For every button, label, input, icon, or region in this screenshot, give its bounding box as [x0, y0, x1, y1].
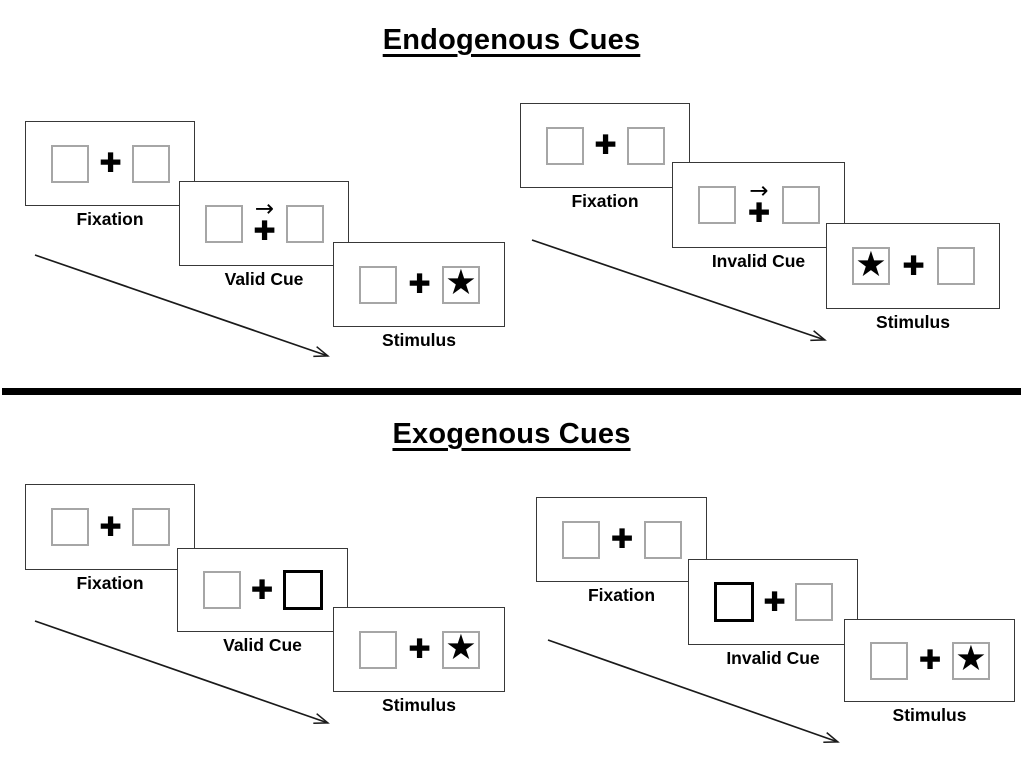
sequence-arrow-exogenous-invalid — [547, 639, 840, 744]
exogenous-valid-cue-panel: ✚ Valid Cue — [177, 548, 348, 655]
fixation-cross-icon: ✚ — [250, 574, 274, 606]
cue-arrow-icon: → — [749, 177, 769, 204]
star-icon: ★ — [855, 244, 887, 285]
left-box — [205, 204, 243, 243]
left-box-highlighted — [714, 582, 754, 622]
endogenous-invalid-stimulus-panel: ★ ✚ Stimulus — [826, 223, 1000, 332]
right-box — [286, 204, 324, 243]
fixation-cross-icon: ✚ — [763, 586, 786, 618]
left-box — [359, 630, 397, 669]
endogenous-invalid-fixation-panel: ✚ Fixation — [520, 103, 690, 211]
center-symbols: ✚ — [757, 589, 793, 616]
step-label: Fixation — [571, 191, 639, 211]
exogenous-invalid-fixation-panel: ✚ Fixation — [536, 497, 707, 605]
right-box — [132, 508, 170, 546]
endogenous-valid-stimulus-panel: ✚ ★ Stimulus — [333, 242, 505, 350]
sequence-arrow-exogenous-valid — [34, 620, 330, 725]
left-box — [359, 265, 397, 304]
right-box — [795, 583, 833, 621]
exogenous-invalid-stimulus-panel: ✚ ★ Stimulus — [844, 619, 1015, 725]
step-label: Fixation — [76, 209, 144, 229]
step-label: Fixation — [587, 585, 656, 605]
sequence-arrow-endogenous-valid — [34, 254, 330, 358]
fixation-cross-icon: ✚ — [408, 269, 431, 300]
fixation-cross-icon: ✚ — [918, 645, 942, 676]
right-box: ★ — [952, 639, 990, 680]
endogenous-valid-cue-panel: → ✚ Valid Cue — [179, 181, 349, 289]
fixation-cross-icon: ✚ — [99, 148, 122, 179]
section-title-exogenous: Exogenous Cues — [392, 418, 631, 450]
fixation-cross-icon: ✚ — [99, 511, 122, 543]
exogenous-valid-fixation-panel: ✚ Fixation — [25, 484, 195, 593]
step-label: Stimulus — [876, 312, 950, 332]
center-symbols: → ✚ — [741, 177, 777, 229]
exogenous-valid-stimulus-panel: ✚ ★ Stimulus — [333, 607, 505, 715]
left-box: ★ — [852, 247, 890, 285]
left-box — [51, 508, 89, 546]
center-symbols: ✚ — [588, 132, 624, 159]
fixation-cross-icon: ✚ — [594, 130, 617, 161]
left-box — [546, 126, 584, 165]
left-box — [698, 186, 736, 224]
step-label: Invalid Cue — [711, 251, 806, 271]
section-title-endogenous: Endogenous Cues — [382, 24, 641, 56]
endogenous-valid-fixation-panel: ✚ Fixation — [25, 121, 195, 229]
left-box — [562, 520, 600, 559]
right-box — [132, 144, 170, 183]
right-box — [644, 520, 682, 559]
star-icon: ★ — [955, 639, 987, 679]
step-label: Stimulus — [892, 705, 967, 725]
center-symbols: ✚ — [912, 647, 948, 674]
step-label: Valid Cue — [224, 269, 304, 289]
fixation-cross-icon: ✚ — [902, 250, 925, 282]
center-symbols: → ✚ — [247, 196, 283, 247]
sequence-arrow-endogenous-invalid — [531, 239, 827, 342]
step-label: Fixation — [76, 573, 144, 593]
center-symbols: ✚ — [604, 526, 640, 553]
right-box: ★ — [442, 628, 480, 669]
left-box — [51, 144, 89, 183]
fixation-cross-icon: ✚ — [610, 524, 634, 555]
star-icon: ★ — [445, 628, 477, 668]
cue-arrow-icon: → — [254, 196, 275, 222]
endogenous-invalid-cue-panel: → ✚ Invalid Cue — [672, 162, 845, 271]
right-box — [937, 247, 975, 285]
section-divider — [2, 388, 1021, 395]
center-symbols: ✚ — [93, 514, 129, 541]
exogenous-invalid-cue-panel: ✚ Invalid Cue — [688, 559, 858, 668]
right-box — [627, 126, 665, 165]
left-box — [870, 641, 908, 680]
step-label: Valid Cue — [223, 635, 302, 655]
right-box: ★ — [442, 263, 480, 304]
right-box-highlighted — [283, 570, 323, 610]
star-icon: ★ — [445, 263, 477, 303]
fixation-cross-icon: ✚ — [253, 216, 276, 247]
center-symbols: ✚ — [402, 636, 438, 663]
fixation-cross-icon: ✚ — [747, 197, 771, 229]
step-label: Invalid Cue — [726, 648, 820, 668]
step-label: Stimulus — [382, 330, 456, 350]
center-symbols: ✚ — [896, 253, 932, 280]
center-symbols: ✚ — [244, 577, 280, 604]
fixation-cross-icon: ✚ — [408, 634, 431, 665]
right-box — [782, 186, 820, 224]
step-label: Stimulus — [382, 695, 456, 715]
center-symbols: ✚ — [402, 271, 438, 298]
center-symbols: ✚ — [93, 150, 129, 177]
left-box — [203, 571, 241, 609]
